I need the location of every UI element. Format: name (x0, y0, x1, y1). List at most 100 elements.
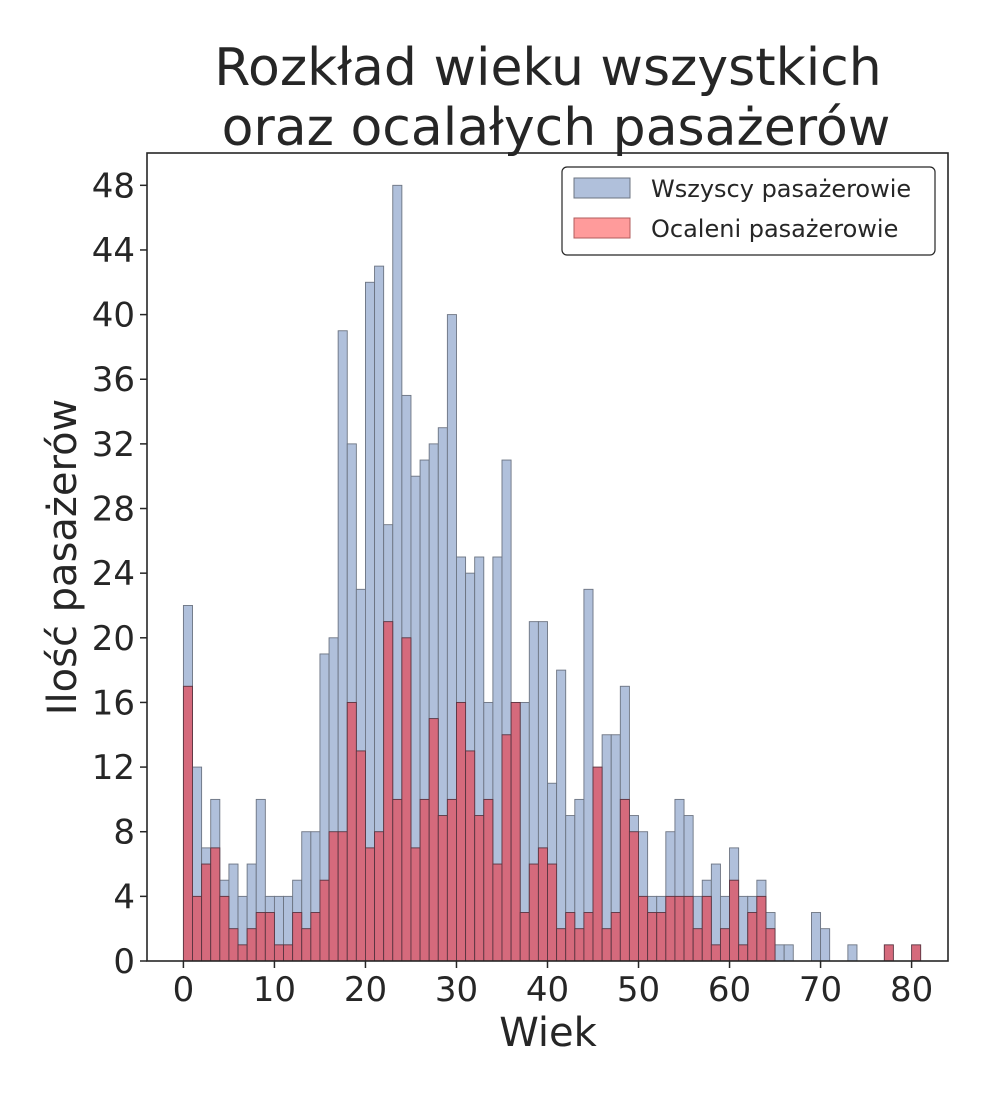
bar-survivors (210, 847, 221, 962)
bar-survivors (264, 912, 275, 962)
bar-survivors (219, 895, 230, 962)
bar-survivors (182, 685, 193, 962)
bar-survivors (719, 928, 730, 962)
y-tick-label: 48 (92, 166, 135, 206)
bar-survivors (565, 912, 576, 962)
bar-survivors (346, 701, 357, 962)
bar-survivors (419, 798, 430, 962)
bar-survivors (883, 944, 894, 962)
x-tick-label: 10 (253, 970, 296, 1010)
legend-box (561, 166, 936, 256)
bar-survivors (665, 895, 676, 962)
bar-all-passengers (774, 944, 785, 962)
bar-survivors (501, 734, 512, 962)
y-tick-label: 4 (113, 877, 135, 917)
bar-survivors (674, 895, 685, 962)
x-tick-label: 30 (435, 970, 478, 1010)
bar-survivors (574, 928, 585, 962)
bar-survivors (410, 847, 421, 962)
bar-survivors (537, 847, 548, 962)
y-tick-label: 44 (92, 231, 135, 271)
bar-survivors (710, 944, 721, 962)
y-tick-label: 36 (92, 360, 135, 400)
x-tick-label: 50 (617, 970, 660, 1010)
bar-survivors (428, 718, 439, 962)
bar-all-passengers (820, 928, 831, 962)
bar-survivors (556, 928, 567, 962)
x-axis-label: Wiek (499, 1010, 597, 1056)
chart-title-line-1: Rozkład wieku wszystkich (214, 38, 881, 98)
bar-survivors (601, 928, 612, 962)
bar-survivors (437, 815, 448, 962)
bar-survivors (583, 912, 594, 962)
bar-survivors (401, 637, 412, 962)
x-tick-label: 0 (173, 970, 195, 1010)
bar-survivors (747, 912, 758, 962)
bars-survivors (182, 621, 922, 962)
x-tick-label: 80 (890, 970, 933, 1010)
bar-survivors (465, 750, 476, 962)
legend-label-survivors: Ocaleni pasażerowie (651, 215, 898, 243)
bar-survivors (446, 798, 457, 962)
bar-survivors (474, 815, 485, 962)
bar-survivors (683, 895, 694, 962)
legend-label-all: Wszyscy pasażerowie (651, 175, 911, 203)
bar-all-passengers (847, 944, 858, 962)
bar-survivors (610, 912, 621, 962)
legend: Wszyscy pasażerowie Ocaleni pasażerowie (561, 166, 936, 256)
x-tick-label: 60 (708, 970, 751, 1010)
bar-survivors (638, 895, 649, 962)
bar-all-passengers (783, 944, 794, 962)
bar-survivors (255, 912, 266, 962)
bar-survivors (647, 912, 658, 962)
bar-survivors (738, 944, 749, 962)
y-tick-label: 28 (92, 490, 135, 530)
bar-survivors (701, 895, 712, 962)
bar-survivors (765, 928, 776, 962)
bar-survivors (283, 944, 294, 962)
y-tick-label: 12 (92, 748, 135, 788)
bar-all-passengers (811, 912, 822, 962)
bar-survivors (392, 798, 403, 962)
x-tick-label: 40 (526, 970, 569, 1010)
bar-survivors (692, 928, 703, 962)
bar-all-passengers (556, 669, 567, 962)
bar-survivors (365, 847, 376, 962)
legend-swatch-all (573, 177, 631, 199)
bar-survivors (729, 879, 740, 962)
bar-survivors (337, 831, 348, 962)
bar-survivors (911, 944, 922, 962)
bar-survivors (246, 928, 257, 962)
bar-survivors (310, 912, 321, 962)
bar-survivors (456, 701, 467, 962)
bar-survivors (374, 831, 385, 962)
bar-survivors (328, 831, 339, 962)
y-tick-label: 20 (92, 619, 135, 659)
bar-survivors (547, 863, 558, 962)
y-tick-label: 8 (113, 813, 135, 853)
bar-survivors (492, 863, 503, 962)
bar-survivors (319, 879, 330, 962)
bar-survivors (383, 621, 394, 962)
y-tick-label: 32 (92, 425, 135, 465)
y-tick-label: 0 (113, 942, 135, 982)
bar-survivors (237, 944, 248, 962)
bar-survivors (619, 798, 630, 962)
y-axis-label: Ilość pasażerów (40, 399, 86, 716)
bar-survivors (528, 863, 539, 962)
bar-all-passengers (583, 588, 594, 962)
x-axis-ticks: 0 10 20 30 40 50 60 70 80 (173, 961, 933, 1010)
legend-swatch-survivors (573, 217, 631, 239)
bar-survivors (201, 863, 212, 962)
bar-all-passengers (601, 734, 612, 962)
bar-survivors (519, 912, 530, 962)
y-tick-label: 40 (92, 296, 135, 336)
bar-survivors (301, 928, 312, 962)
y-tick-label: 24 (92, 554, 135, 594)
bar-survivors (510, 701, 521, 962)
bar-survivors (292, 912, 303, 962)
bar-survivors (628, 831, 639, 962)
x-tick-label: 70 (799, 970, 842, 1010)
